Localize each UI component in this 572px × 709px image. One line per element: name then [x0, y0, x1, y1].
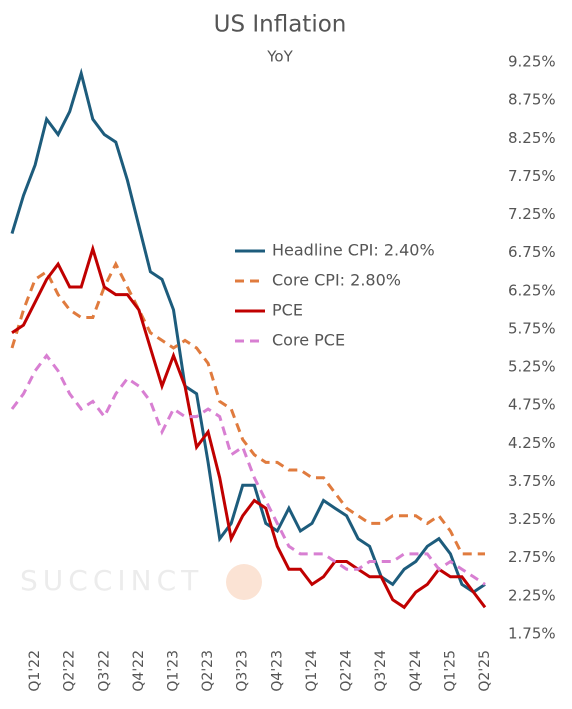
x-tick-label: Q1'22: [27, 650, 43, 692]
legend-label: Headline CPI: 2.40%: [272, 241, 435, 260]
y-tick-label: 7.25%: [508, 205, 556, 223]
x-tick-label: Q4'23: [269, 650, 285, 692]
y-tick-label: 2.75%: [508, 548, 556, 566]
y-tick-label: 3.75%: [508, 472, 556, 490]
legend-label: Core PCE: [272, 331, 345, 350]
y-tick-label: 8.25%: [508, 129, 556, 147]
x-tick-label: Q1'25: [442, 650, 458, 692]
chart-title: US Inflation: [214, 12, 347, 38]
x-tick-label: Q3'24: [373, 650, 389, 692]
y-tick-label: 7.75%: [508, 167, 556, 185]
series-line: [10, 353, 486, 586]
series-line: [11, 243, 487, 610]
legend-label: Core CPI: 2.80%: [272, 271, 401, 290]
x-tick-label: Q2'23: [200, 650, 216, 692]
series-line: [10, 67, 486, 594]
y-tick-label: 4.25%: [508, 434, 556, 452]
x-tick-label: Q1'23: [166, 650, 182, 692]
x-tick-label: Q4'22: [131, 650, 147, 692]
y-tick-label: 1.75%: [508, 625, 556, 643]
watermark: SUCCINCT: [20, 564, 203, 597]
y-tick-label: 6.75%: [508, 243, 556, 261]
y-tick-label: 3.25%: [508, 510, 556, 528]
y-tick-label: 5.75%: [508, 319, 556, 337]
x-tick-label: Q2'22: [62, 650, 78, 692]
y-tick-label: 2.25%: [508, 586, 556, 604]
y-tick-label: 5.25%: [508, 358, 556, 376]
y-tick-label: 4.75%: [508, 396, 556, 414]
x-tick-label: Q3'23: [235, 650, 251, 692]
series-line: [10, 260, 485, 556]
legend-label: PCE: [272, 301, 303, 320]
x-tick-label: Q3'22: [96, 650, 112, 692]
x-tick-label: Q2'24: [339, 650, 355, 692]
y-tick-label: 9.25%: [508, 53, 556, 71]
x-tick-label: Q4'24: [408, 650, 424, 692]
x-tick-label: Q1'24: [304, 650, 320, 692]
y-tick-label: 8.75%: [508, 91, 556, 109]
watermark-logo: [226, 564, 262, 600]
y-tick-label: 6.25%: [508, 281, 556, 299]
chart-subtitle: YoY: [266, 48, 293, 66]
x-tick-label: Q2'25: [477, 650, 493, 692]
